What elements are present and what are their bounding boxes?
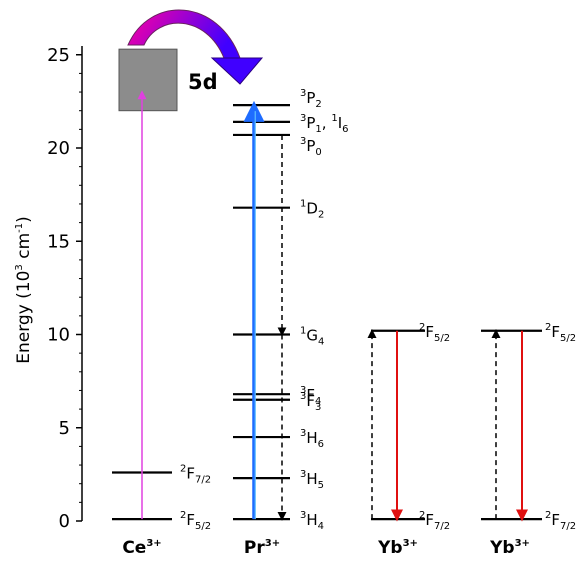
level-pr-3H6-label: 3H6: [300, 428, 324, 450]
level-yb2-2F7-2-label: 2F7/2: [545, 510, 576, 532]
y-axis-label: Energy (103 cm-1): [14, 216, 34, 364]
ce-5d-band: 5d: [118, 48, 218, 112]
level-pr-1G4-label: 1G4: [300, 326, 324, 348]
ion-label-pr: Pr3+: [244, 538, 280, 558]
level-pr-3P1-label: 3P1, 1I6: [300, 113, 349, 135]
level-yb1-2F5-2-label: 2F5/2: [419, 322, 450, 344]
level-pr-3H5-label: 3H5: [300, 469, 324, 491]
energy-transfer-arc: [127, 9, 264, 85]
y-axis-ticks: 0 5 10 15 20 25: [47, 45, 82, 532]
level-pr-3F3-label: 3F3: [300, 391, 321, 413]
level-ce-2F7-2-label: 2F7/2: [180, 464, 211, 486]
y-tick-label: 5: [59, 418, 70, 439]
level-pr-3P2-label: 3P2: [300, 88, 322, 110]
ion-label-yb1: Yb3+: [377, 538, 418, 558]
y-tick-label: 15: [47, 231, 70, 252]
ce-5d-band-label: 5d: [188, 70, 218, 94]
ion-label-ce: Ce3+: [122, 538, 161, 558]
level-ce-2F5-2-label: 2F5/2: [180, 510, 211, 532]
level-yb2-2F5-2-label: 2F5/2: [545, 322, 576, 344]
y-tick-label: 0: [59, 511, 70, 532]
ce-5d-band-rect: [118, 48, 178, 112]
ion-label-yb2: Yb3+: [489, 538, 530, 558]
y-tick-label: 25: [47, 45, 70, 66]
level-yb1-2F7-2-label: 2F7/2: [419, 510, 450, 532]
y-tick-label: 20: [47, 138, 70, 159]
y-tick-label: 10: [47, 325, 70, 346]
level-pr-3F4-label: 3F4: [300, 385, 321, 407]
ion-labels: Ce3+ Pr3+ Yb3+ Yb3+: [122, 538, 530, 558]
level-pr-3H4-label: 3H4: [300, 510, 324, 532]
energy-transfer-arc-head: [210, 57, 264, 85]
y-axis: 0 5 10 15 20 25 Energy (103 cm-1): [14, 45, 83, 532]
transitions: [137, 90, 528, 522]
level-pr-3P0-label: 3P0: [300, 136, 322, 158]
level-pr-1D2-label: 1D2: [300, 199, 324, 221]
